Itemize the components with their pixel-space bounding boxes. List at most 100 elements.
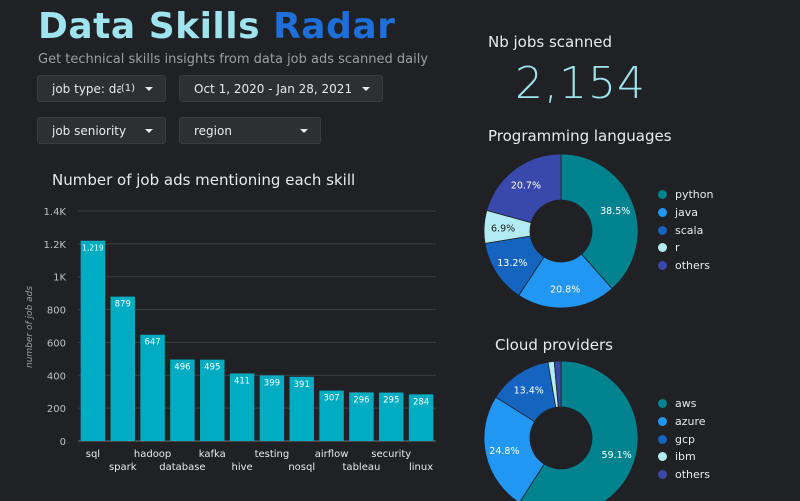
bar-value-label: 307: [323, 394, 339, 404]
x-tick-label: sql: [86, 449, 100, 460]
bar-chart-grid: [78, 210, 436, 442]
date-range-dropdown-label: Oct 1, 2020 - Jan 28, 2021: [194, 81, 353, 96]
job-seniority-dropdown[interactable]: job seniority: [37, 117, 166, 144]
slice-label: 13.2%: [497, 258, 527, 269]
job-type-dropdown-label: job type: dat...: [52, 81, 121, 96]
bar-kafka[interactable]: [200, 359, 225, 441]
legend-label: python: [675, 188, 714, 202]
y-tick-label: 200: [47, 404, 66, 415]
legend-swatch: [658, 399, 667, 409]
legend-swatch: [658, 452, 667, 462]
legend-item-gcp[interactable]: gcp: [658, 430, 710, 448]
legend-swatch: [658, 243, 667, 253]
slice-label: 24.8%: [489, 446, 519, 457]
bar-value-label: 879: [115, 300, 131, 310]
cloud-providers-title: Cloud providers: [495, 336, 613, 354]
bar-value-label: 411: [234, 376, 250, 386]
bar-testing[interactable]: [259, 375, 285, 441]
x-tick-label: spark: [109, 462, 137, 473]
x-tick-label: testing: [255, 449, 290, 460]
date-range-dropdown[interactable]: Oct 1, 2020 - Jan 28, 2021: [179, 75, 383, 102]
x-tick-label: security: [371, 449, 411, 460]
donut-hole: [530, 407, 592, 469]
legend-item-scala[interactable]: scala: [658, 221, 713, 239]
bar-value-label: 391: [294, 380, 310, 390]
page-title: Data Skills Radar: [38, 6, 395, 47]
region-dropdown-label: region: [194, 123, 232, 138]
legend-swatch: [658, 225, 667, 235]
legend-label: aws: [675, 397, 697, 411]
bar-chart-y-label: number of job ads: [25, 286, 35, 368]
bar-value-label: 295: [383, 396, 399, 406]
bar-chart-title: Number of job ads mentioning each skill: [52, 171, 356, 189]
bar-tableau[interactable]: [349, 392, 374, 441]
legend-swatch: [658, 470, 667, 480]
legend-item-others[interactable]: others: [658, 466, 710, 484]
job-seniority-dropdown-label: job seniority: [52, 123, 127, 138]
legend-swatch: [658, 417, 667, 427]
bar-chart-bars: 1,219 879 647 496 495 411 399 391 307 296 295 284: [80, 240, 434, 441]
programming-languages-legend: python java scala r others: [658, 186, 713, 274]
bar-database[interactable]: [170, 359, 195, 441]
legend-item-java[interactable]: java: [658, 204, 713, 222]
slice-label: 38.5%: [600, 206, 630, 217]
x-tick-label: hive: [231, 462, 252, 473]
page-subtitle: Get technical skills insights from data …: [38, 52, 429, 67]
region-dropdown[interactable]: region: [179, 117, 321, 144]
chevron-down-icon: [300, 128, 308, 133]
bar-security[interactable]: [379, 392, 404, 441]
legend-item-ibm[interactable]: ibm: [658, 448, 710, 466]
bar-value-label: 284: [413, 397, 429, 407]
y-tick-label: 1.2K: [44, 240, 67, 251]
legend-label: java: [675, 206, 699, 220]
legend-label: azure: [675, 415, 706, 429]
cloud-providers-legend: aws azure gcp ibm others: [658, 395, 710, 483]
x-tick-label: linux: [409, 462, 433, 473]
bar-spark[interactable]: [110, 296, 135, 441]
bar-nosql[interactable]: [289, 376, 314, 441]
slice-label: 59.1%: [602, 450, 632, 461]
bar-value-label: 495: [204, 363, 220, 373]
chevron-down-icon: [145, 86, 153, 91]
x-tick-label: nosql: [288, 462, 315, 473]
legend-label: gcp: [675, 432, 696, 446]
legend-item-others[interactable]: others: [658, 257, 713, 275]
bar-value-label: 296: [353, 395, 369, 405]
bar-linux[interactable]: [408, 394, 434, 441]
bar-value-label: 647: [144, 338, 160, 348]
bar-value-label: 1,219: [82, 244, 104, 253]
legend-item-azure[interactable]: azure: [658, 413, 710, 431]
donut-hole: [530, 200, 592, 262]
slice-label: 20.8%: [550, 284, 580, 295]
legend-swatch: [658, 261, 667, 271]
y-tick-label: 800: [47, 306, 66, 317]
programming-languages-donut: 38.5% 20.8% 13.2% 6.9% 20.7%: [483, 153, 639, 309]
job-type-dropdown-count: (1): [120, 83, 135, 94]
kpi-label: Nb jobs scanned: [488, 33, 612, 51]
legend-label: others: [675, 468, 711, 482]
job-type-dropdown[interactable]: job type: dat... (1): [37, 75, 166, 102]
bar-sql[interactable]: [80, 240, 106, 441]
legend-label: r: [675, 241, 680, 255]
legend-item-aws[interactable]: aws: [658, 395, 710, 413]
x-tick-label: hadoop: [134, 449, 171, 460]
legend-label: others: [675, 259, 711, 273]
x-tick-label: database: [159, 462, 205, 473]
page-title-part1: Data Skills: [38, 6, 261, 47]
bar-hive[interactable]: [229, 373, 255, 441]
legend-item-r[interactable]: r: [658, 239, 713, 257]
x-tick-label: kafka: [199, 449, 226, 460]
legend-item-python[interactable]: python: [658, 186, 713, 204]
x-tick-label: airflow: [315, 449, 349, 460]
bar-airflow[interactable]: [319, 390, 344, 441]
y-tick-label: 600: [47, 338, 66, 349]
bar-value-label: 496: [174, 363, 190, 373]
kpi-value: 2,154: [515, 58, 646, 109]
slice-label: 6.9%: [491, 223, 515, 234]
y-tick-label: 1K: [53, 273, 66, 284]
programming-languages-title: Programming languages: [488, 127, 672, 145]
y-tick-label: 1.4K: [44, 207, 67, 218]
legend-swatch: [658, 434, 667, 444]
bar-hadoop[interactable]: [140, 334, 165, 441]
